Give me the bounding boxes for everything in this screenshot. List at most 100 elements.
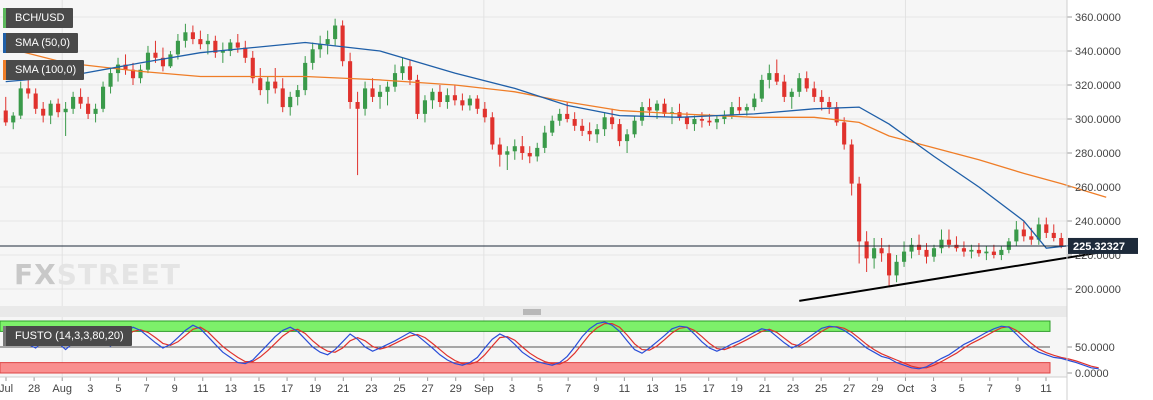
date-tick-label: 27: [421, 383, 433, 395]
date-tick-label: Jul: [0, 383, 13, 395]
candle: [984, 246, 989, 261]
date-tick-label: 5: [115, 383, 121, 395]
candle: [610, 108, 615, 130]
candle: [101, 81, 106, 113]
candle: [692, 115, 697, 131]
date-tick-label: Oct: [897, 383, 914, 395]
candle: [602, 112, 607, 136]
date-tick-label: 7: [987, 383, 993, 395]
candle: [916, 234, 922, 255]
candle: [587, 122, 592, 142]
candle: [767, 64, 772, 89]
candle: [370, 78, 375, 102]
candle: [198, 30, 203, 50]
candle: [789, 88, 794, 109]
candle: [819, 90, 824, 111]
candle: [422, 95, 428, 123]
candle: [265, 76, 270, 104]
candle: [475, 95, 480, 114]
candle: [318, 35, 323, 58]
legend-sma100-text: SMA (100,0): [15, 64, 77, 76]
candle: [385, 81, 390, 106]
candle: [467, 95, 472, 111]
candle: [355, 91, 360, 176]
candle: [93, 103, 98, 123]
price-tick-label: 360.0000: [1075, 12, 1121, 24]
date-tick-label: 7: [143, 383, 149, 395]
osc-tick-label: 0.0000: [1075, 368, 1109, 380]
candle: [512, 139, 517, 160]
price-tick-label: 200.0000: [1075, 284, 1121, 296]
candle: [452, 85, 457, 106]
legend-sma100[interactable]: SMA (100,0): [3, 60, 85, 80]
candle: [1036, 217, 1041, 245]
candle: [3, 96, 8, 126]
candle: [325, 30, 330, 55]
candle: [11, 112, 16, 130]
last-price-tag: [1068, 237, 1138, 254]
candle: [849, 139, 854, 196]
symbol-text: BCH/USD: [15, 12, 65, 24]
date-tick-label: 29: [871, 383, 883, 395]
candle: [497, 137, 502, 167]
legend-oscillator[interactable]: FUSTO (14,3,3,80,20): [3, 326, 132, 346]
candle: [834, 102, 839, 126]
date-tick-label: 11: [197, 383, 208, 395]
candle: [33, 88, 38, 114]
candle: [48, 100, 53, 125]
pane-resize-handle[interactable]: [523, 309, 541, 315]
candle: [827, 96, 832, 114]
candle: [190, 25, 195, 45]
candle: [363, 81, 368, 116]
candle: [812, 81, 817, 102]
candle: [632, 115, 637, 138]
fxstreet-logo: FXSTREET: [14, 258, 181, 291]
candle: [153, 40, 158, 63]
candle: [774, 59, 779, 85]
candle: [482, 102, 487, 123]
candle: [857, 176, 862, 264]
date-tick-label: 13: [225, 383, 237, 395]
date-tick-label: 13: [646, 383, 658, 395]
price-tick-label: 240.0000: [1075, 216, 1121, 228]
candle: [572, 112, 577, 131]
candle: [939, 229, 944, 254]
candle: [894, 255, 899, 283]
candle: [887, 244, 892, 288]
oversold-band: [0, 362, 1051, 374]
candle: [617, 119, 622, 147]
candle: [999, 246, 1004, 261]
candle: [407, 59, 413, 85]
candle: [213, 35, 218, 58]
date-tick-label: 9: [1015, 383, 1021, 395]
candle: [340, 20, 345, 67]
candle: [684, 112, 690, 130]
candle: [639, 102, 645, 126]
candle: [931, 244, 937, 262]
date-tick-label: 3: [87, 383, 93, 395]
legend-sma50[interactable]: SMA (50,0): [3, 33, 79, 53]
candle: [909, 238, 914, 259]
date-tick-label: 9: [172, 383, 178, 395]
symbol-label[interactable]: BCH/USD: [3, 8, 73, 28]
candle: [437, 85, 442, 108]
candle: [333, 18, 338, 46]
legend-oscillator-text: FUSTO (14,3,3,80,20): [15, 330, 124, 342]
osc-tick-label: 50.0000: [1075, 342, 1115, 354]
candle: [348, 52, 353, 109]
candle: [946, 229, 952, 249]
date-tick-label: 19: [731, 383, 743, 395]
candle: [220, 42, 225, 63]
sma50-line: [5, 41, 1107, 249]
candle: [976, 243, 981, 257]
price-tick-label: 340.0000: [1075, 46, 1121, 58]
candle: [580, 119, 585, 136]
price-tick-label: 280.0000: [1075, 148, 1121, 160]
candle: [1014, 221, 1019, 247]
candle: [535, 142, 540, 162]
date-tick-label: 17: [703, 383, 715, 395]
support-trendline[interactable]: [799, 247, 1127, 302]
candle: [63, 102, 68, 136]
date-tick-label: 27: [843, 383, 855, 395]
